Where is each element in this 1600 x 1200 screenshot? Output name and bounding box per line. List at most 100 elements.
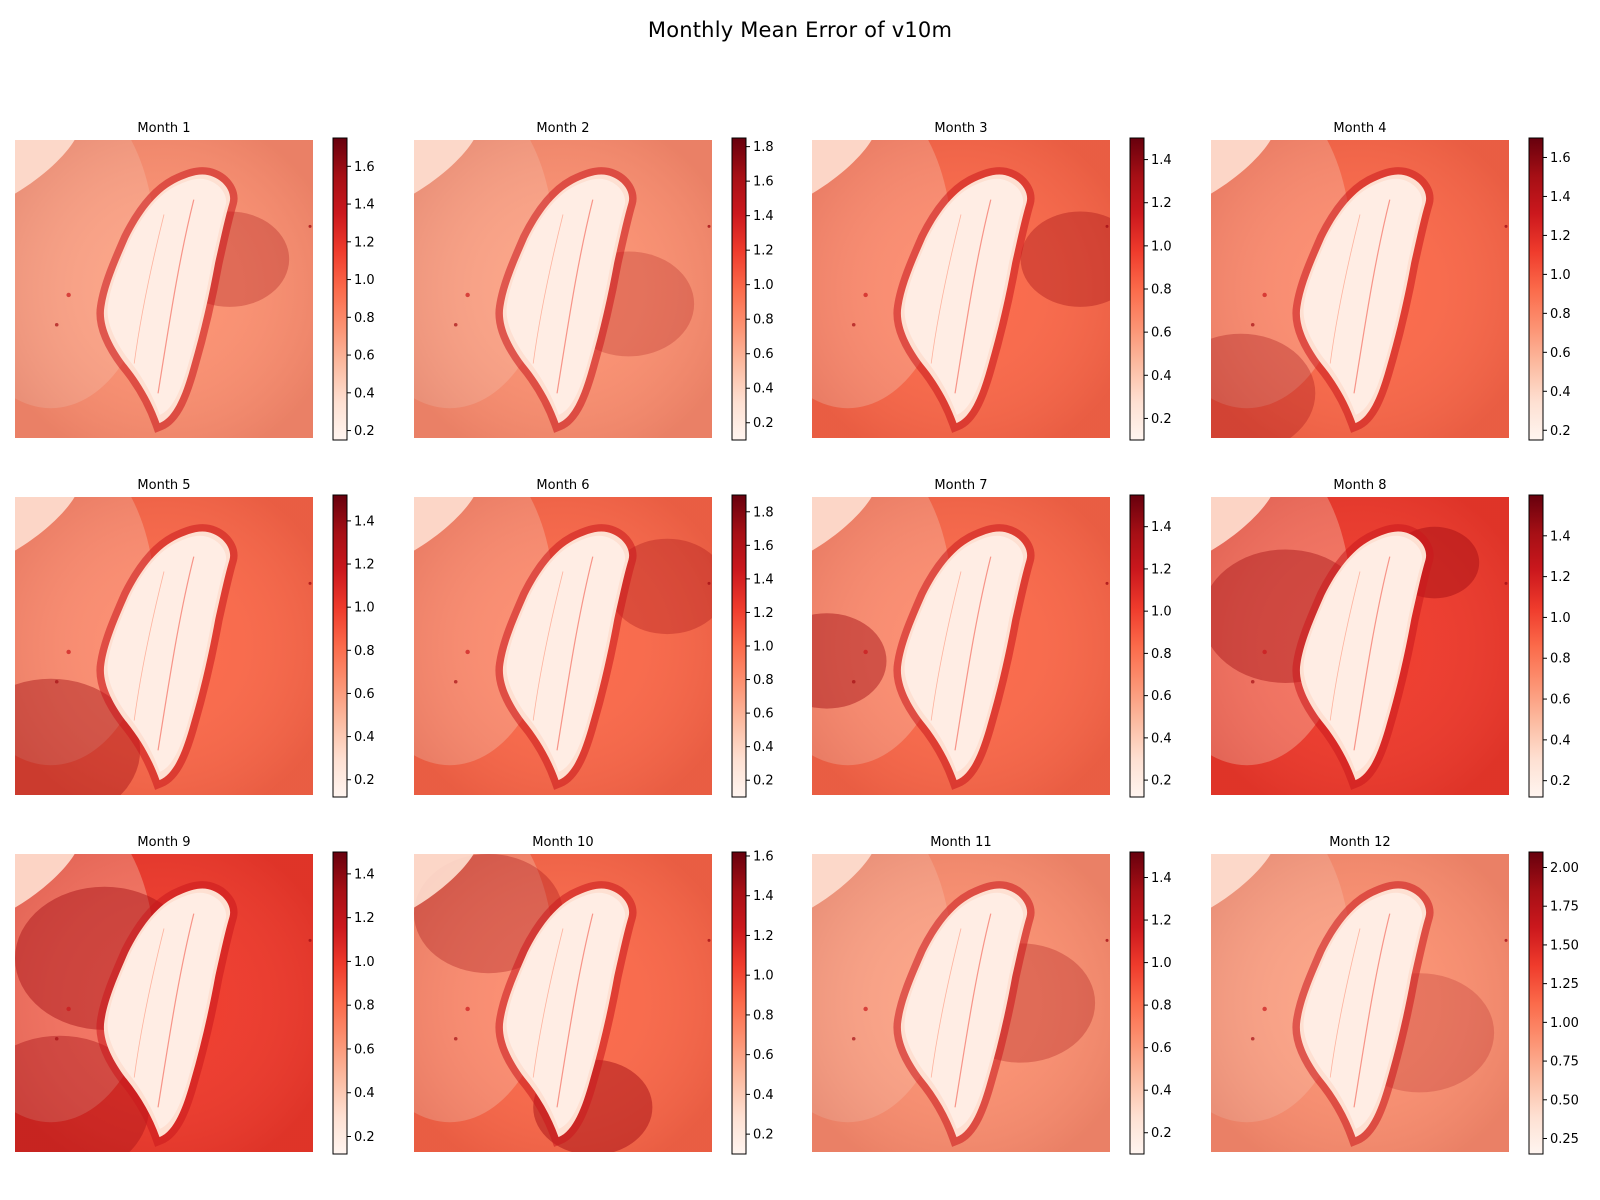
subplot-title-month-7: Month 7 bbox=[934, 478, 987, 493]
subplot-title-month-9: Month 9 bbox=[137, 835, 190, 850]
colorbar-tick-label: 0.8 bbox=[354, 311, 375, 326]
colorbar-tick-label: 1.2 bbox=[1550, 229, 1571, 244]
subplot-title-month-1: Month 1 bbox=[137, 121, 190, 136]
colorbar-tick-label: 0.25 bbox=[1550, 1132, 1579, 1147]
colorbar-tick-label: 0.4 bbox=[354, 386, 375, 401]
colorbar-tick-label: 0.6 bbox=[1550, 693, 1571, 708]
colorbar-tick-label: 0.4 bbox=[753, 1088, 774, 1103]
colorbar-month-6 bbox=[731, 494, 747, 798]
colorbar-month-11 bbox=[1129, 851, 1145, 1155]
colorbar-month-4 bbox=[1528, 137, 1544, 441]
colorbar-tick-label: 1.4 bbox=[354, 198, 375, 213]
colorbar-tick-label: 0.8 bbox=[1151, 999, 1172, 1014]
colorbar-tick-label: 1.2 bbox=[753, 244, 774, 259]
heatmap-month-5 bbox=[15, 497, 313, 795]
colorbar-tick-label: 1.4 bbox=[1151, 153, 1172, 168]
subplot-title-month-10: Month 10 bbox=[532, 835, 593, 850]
colorbar-tick-label: 1.4 bbox=[354, 867, 375, 882]
heatmap-month-11 bbox=[812, 854, 1110, 1152]
colorbar-tick-label: 1.4 bbox=[753, 889, 774, 904]
colorbar-tick-label: 0.6 bbox=[354, 687, 375, 702]
colorbar-tick-label: 1.0 bbox=[753, 969, 774, 984]
colorbar-tick-label: 1.6 bbox=[753, 849, 774, 864]
colorbar-tick-label: 1.0 bbox=[354, 601, 375, 616]
colorbar-tick-label: 0.2 bbox=[1550, 774, 1571, 789]
subplot-title-month-6: Month 6 bbox=[536, 478, 589, 493]
colorbar-tick-label: 0.6 bbox=[753, 347, 774, 362]
subplot-title-month-4: Month 4 bbox=[1333, 121, 1386, 136]
colorbar-tick-label: 0.4 bbox=[1151, 731, 1172, 746]
colorbar-tick-label: 0.8 bbox=[753, 313, 774, 328]
colorbar-tick-label: 0.50 bbox=[1550, 1093, 1579, 1108]
colorbar-tick-label: 0.6 bbox=[753, 707, 774, 722]
colorbar-tick-label: 1.4 bbox=[753, 209, 774, 224]
colorbar-tick-label: 1.0 bbox=[753, 640, 774, 655]
heatmap-month-6 bbox=[414, 497, 712, 795]
colorbar-tick-label: 0.6 bbox=[354, 349, 375, 364]
colorbar-tick-label: 0.4 bbox=[354, 1086, 375, 1101]
colorbar-tick-label: 1.2 bbox=[753, 606, 774, 621]
colorbar-tick-label: 1.2 bbox=[354, 558, 375, 573]
colorbar-tick-label: 1.2 bbox=[753, 929, 774, 944]
colorbar-tick-label: 0.8 bbox=[753, 1008, 774, 1023]
colorbar-tick-label: 1.6 bbox=[354, 160, 375, 175]
colorbar-tick-label: 0.8 bbox=[1550, 652, 1571, 667]
panel-month-1: Month 1 0.2 0.4 0.6 0.8 1.0 1.2 1.4 1.6 bbox=[15, 121, 375, 441]
colorbar-tick-label: 1.75 bbox=[1550, 900, 1579, 915]
colorbar-tick-label: 0.2 bbox=[1550, 424, 1571, 439]
colorbar-tick-label: 1.6 bbox=[753, 539, 774, 554]
colorbar-tick-label: 0.2 bbox=[753, 774, 774, 789]
colorbar-month-12 bbox=[1528, 851, 1544, 1155]
colorbar-tick-label: 1.8 bbox=[753, 140, 774, 155]
colorbar-tick-label: 1.2 bbox=[354, 911, 375, 926]
colorbar-tick-label: 0.8 bbox=[753, 673, 774, 688]
colorbar-tick-label: 0.4 bbox=[1550, 733, 1571, 748]
colorbar-tick-label: 1.0 bbox=[753, 278, 774, 293]
colorbar-tick-label: 0.8 bbox=[1151, 283, 1172, 298]
colorbar-tick-label: 1.0 bbox=[354, 273, 375, 288]
panel-month-7: Month 7 0.2 0.4 0.6 0.8 1.0 1.2 1.4 bbox=[812, 478, 1172, 798]
colorbar-tick-label: 1.2 bbox=[1151, 562, 1172, 577]
colorbar-tick-label: 1.2 bbox=[1151, 914, 1172, 929]
colorbar-tick-label: 0.8 bbox=[1151, 647, 1172, 662]
colorbar-tick-label: 1.4 bbox=[1550, 529, 1571, 544]
colorbar-tick-label: 0.4 bbox=[753, 382, 774, 397]
colorbar-month-2 bbox=[731, 137, 747, 441]
panel-month-12: Month 12 0.25 0.50 0.75 1.00 1.25 1.50 1.75 2.00 bbox=[1211, 835, 1579, 1155]
panel-month-8: Month 8 0.2 0.4 0.6 0.8 1.0 1.2 1.4 bbox=[1211, 478, 1571, 798]
colorbar-tick-label: 1.4 bbox=[753, 572, 774, 587]
colorbar-tick-label: 0.2 bbox=[1151, 774, 1172, 789]
colorbar-tick-label: 0.6 bbox=[1151, 326, 1172, 341]
panel-month-10: Month 10 0.2 0.4 0.6 0.8 1.0 1.2 1.4 1.6 bbox=[414, 835, 774, 1155]
panel-month-2: Month 2 0.2 0.4 0.6 0.8 1.0 1.2 1.4 1.6 1.8 bbox=[414, 121, 774, 441]
colorbar-tick-label: 0.8 bbox=[1550, 307, 1571, 322]
colorbar-tick-label: 0.2 bbox=[354, 773, 375, 788]
colorbar-tick-label: 0.2 bbox=[354, 1130, 375, 1145]
subplot-title-month-11: Month 11 bbox=[930, 835, 991, 850]
subplot-title-month-12: Month 12 bbox=[1329, 835, 1390, 850]
colorbar-month-1 bbox=[332, 137, 348, 441]
heatmap-month-3 bbox=[812, 140, 1110, 438]
panel-month-5: Month 5 0.2 0.4 0.6 0.8 1.0 1.2 1.4 bbox=[15, 478, 375, 798]
panel-month-6: Month 6 0.2 0.4 0.6 0.8 1.0 1.2 1.4 1.6 1.8 bbox=[414, 478, 774, 798]
colorbar-tick-label: 0.75 bbox=[1550, 1055, 1579, 1070]
colorbar-tick-label: 0.6 bbox=[753, 1048, 774, 1063]
colorbar-tick-label: 1.4 bbox=[1151, 520, 1172, 535]
subplot-title-month-2: Month 2 bbox=[536, 121, 589, 136]
heatmap-month-2 bbox=[414, 140, 712, 438]
figure-title: Monthly Mean Error of v10m bbox=[647, 18, 953, 42]
colorbar-tick-label: 1.4 bbox=[1550, 190, 1571, 205]
colorbar-tick-label: 0.8 bbox=[354, 999, 375, 1014]
colorbar-tick-label: 1.2 bbox=[354, 235, 375, 250]
colorbar-tick-label: 0.4 bbox=[1151, 369, 1172, 384]
colorbar-tick-label: 1.0 bbox=[354, 955, 375, 970]
colorbar-tick-label: 0.6 bbox=[1151, 689, 1172, 704]
subplot-title-month-8: Month 8 bbox=[1333, 478, 1386, 493]
colorbar-tick-label: 1.2 bbox=[1151, 196, 1172, 211]
colorbar-tick-label: 0.2 bbox=[753, 416, 774, 431]
colorbar-tick-label: 1.50 bbox=[1550, 938, 1579, 953]
subplot-title-month-3: Month 3 bbox=[934, 121, 987, 136]
colorbar-tick-label: 0.4 bbox=[354, 730, 375, 745]
colorbar-tick-label: 1.2 bbox=[1550, 570, 1571, 585]
